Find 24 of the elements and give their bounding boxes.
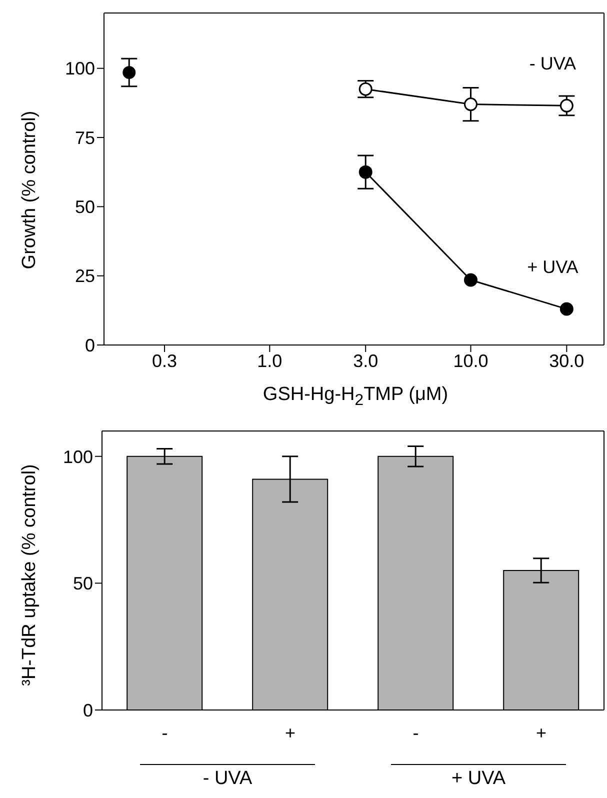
x-tick-label: 3.0	[353, 350, 378, 371]
y-tick-label: 50	[72, 574, 93, 594]
x-tick-label: 30.0	[549, 350, 584, 371]
y-axis-title: Growth (% control)	[19, 110, 41, 270]
series-label: + UVA	[527, 257, 578, 278]
x-tick-label: -	[412, 722, 419, 743]
x-tick-label: +	[284, 722, 296, 743]
y-tick-label: 50	[74, 197, 95, 218]
text: + UVA	[450, 768, 507, 790]
y-tick-label: 75	[74, 128, 95, 148]
x-tick-label: 10.0	[453, 350, 488, 371]
y-tick-label: 100	[62, 446, 93, 467]
x-tick-label: +	[536, 722, 547, 743]
x-tick-label: -	[162, 722, 168, 743]
text: - UVA	[202, 768, 254, 790]
y-tick-label: 0	[82, 700, 93, 720]
y-tick-label: 100	[64, 58, 95, 79]
x-tick-label: 0.3	[152, 350, 178, 371]
y-tick-label: 25	[74, 266, 95, 286]
x-axis-title: GSH-Hg-H$_{2}$TMP (μM)	[262, 384, 450, 410]
y-axis-title: ³H-TdR uptake (% control)	[19, 464, 41, 686]
series-label: - UVA	[529, 54, 576, 74]
x-tick-label: 1.0	[257, 350, 282, 371]
y-tick-label: 0	[84, 335, 95, 356]
